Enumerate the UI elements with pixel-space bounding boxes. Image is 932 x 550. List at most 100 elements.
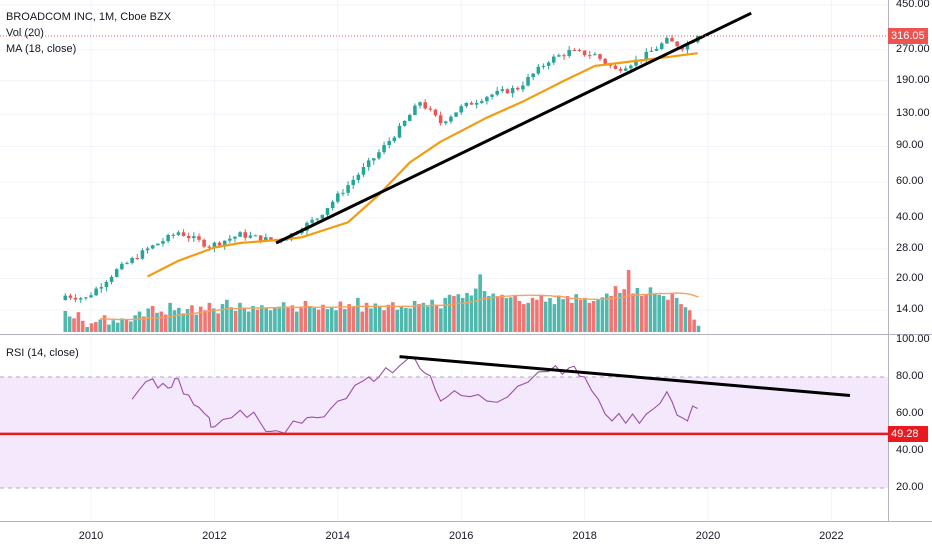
- volume-bar: [526, 302, 530, 332]
- candle-body: [675, 41, 679, 47]
- candle-body: [459, 106, 463, 113]
- candle-body: [665, 37, 669, 44]
- volume-bar: [312, 307, 317, 332]
- volume-bar: [338, 301, 343, 332]
- candle-body: [366, 160, 371, 168]
- candle-body: [649, 50, 654, 52]
- candle-body: [536, 66, 541, 74]
- volume-bar: [635, 287, 640, 332]
- candle-body: [670, 37, 674, 42]
- volume-legend: Vol (20): [6, 27, 44, 39]
- volume-bar: [648, 287, 653, 332]
- candle-body: [222, 240, 227, 246]
- volume-bar: [478, 274, 482, 332]
- volume-bar: [469, 295, 474, 332]
- time-tick-label: 2010: [78, 530, 104, 542]
- candle-body: [248, 235, 253, 238]
- candle-body: [78, 298, 83, 300]
- volume-bar: [94, 322, 98, 332]
- volume-bar: [452, 296, 456, 332]
- volume-bar: [211, 308, 216, 332]
- candle-body: [315, 218, 320, 220]
- volume-bar: [316, 309, 321, 332]
- time-tick-label: 2018: [572, 530, 597, 542]
- candle-body: [377, 152, 381, 159]
- volume-bar: [430, 299, 434, 332]
- candle-body: [99, 287, 104, 289]
- line-layer: [0, 11, 888, 436]
- rsi-line: [131, 355, 698, 434]
- volume-bar: [434, 304, 439, 332]
- volume-bar: [172, 310, 177, 332]
- candle-body: [505, 89, 510, 94]
- volume-bar: [225, 299, 229, 332]
- candle-body: [562, 55, 566, 57]
- price-tick-label: 450.00: [896, 0, 930, 10]
- candle-body: [217, 242, 222, 246]
- volume-bar: [548, 297, 552, 332]
- candle-body: [685, 42, 690, 50]
- volume-bar: [277, 306, 282, 332]
- candle-body: [413, 105, 417, 116]
- volume-bar: [89, 323, 94, 332]
- rsi-tick-label: 40.00: [896, 444, 924, 456]
- volume-bar: [260, 305, 264, 332]
- volume-bar: [487, 296, 491, 332]
- volume-bar: [661, 296, 666, 332]
- candle-body: [192, 236, 196, 239]
- volume-bar: [386, 304, 391, 332]
- price-tick-label: 28.00: [896, 242, 924, 255]
- volume-bar: [495, 296, 500, 332]
- candle-body: [161, 241, 165, 244]
- candle-body: [526, 76, 530, 86]
- candle-body: [515, 87, 520, 90]
- candle-body: [408, 115, 412, 121]
- candle-body: [444, 121, 448, 124]
- candle-body: [593, 54, 597, 56]
- candle-body: [659, 43, 664, 49]
- volume-bar: [220, 304, 225, 332]
- candle-body: [202, 239, 206, 247]
- volume-bar: [98, 319, 103, 332]
- price-tick-label: 130.00: [896, 107, 930, 120]
- volume-bar: [111, 320, 116, 332]
- candle-body: [603, 58, 607, 64]
- candle-body: [433, 109, 438, 116]
- candle-body: [156, 243, 160, 246]
- time-tick-label: 2022: [819, 530, 844, 542]
- rsi-tick-label: 80.00: [896, 370, 924, 382]
- candle-body: [310, 219, 314, 223]
- candle-body: [258, 235, 263, 241]
- volume-bar: [356, 297, 360, 332]
- volume-bar: [653, 294, 657, 332]
- volume-bar: [382, 310, 386, 332]
- candle-body: [521, 85, 525, 90]
- volume-bar: [194, 314, 199, 332]
- volume-bar: [246, 311, 251, 332]
- volume-bar: [334, 310, 338, 332]
- price-tick-label: 40.00: [896, 210, 924, 223]
- last-price-badge: 316.05: [888, 28, 928, 45]
- volume-bar: [290, 305, 295, 332]
- volume-bar: [391, 302, 395, 332]
- rsi-trendline: [399, 355, 851, 397]
- volume-bar: [185, 309, 190, 332]
- candle-body: [474, 102, 479, 105]
- volume-bar: [539, 294, 544, 332]
- rsi-band: [0, 377, 888, 488]
- volume-bar: [146, 308, 151, 332]
- candle-body: [341, 192, 345, 194]
- volume-bar: [622, 289, 627, 332]
- volume-bar: [255, 309, 260, 332]
- volume-bar: [150, 305, 155, 332]
- volume-bar: [124, 319, 129, 332]
- candle-body: [336, 193, 340, 202]
- ma-legend: MA (18, close): [6, 43, 77, 55]
- candle-body: [387, 141, 391, 146]
- candle-body: [654, 48, 659, 51]
- candle-body: [510, 87, 515, 94]
- volume-bar: [190, 305, 194, 332]
- candle-body: [330, 201, 335, 209]
- volume-bar: [242, 308, 247, 332]
